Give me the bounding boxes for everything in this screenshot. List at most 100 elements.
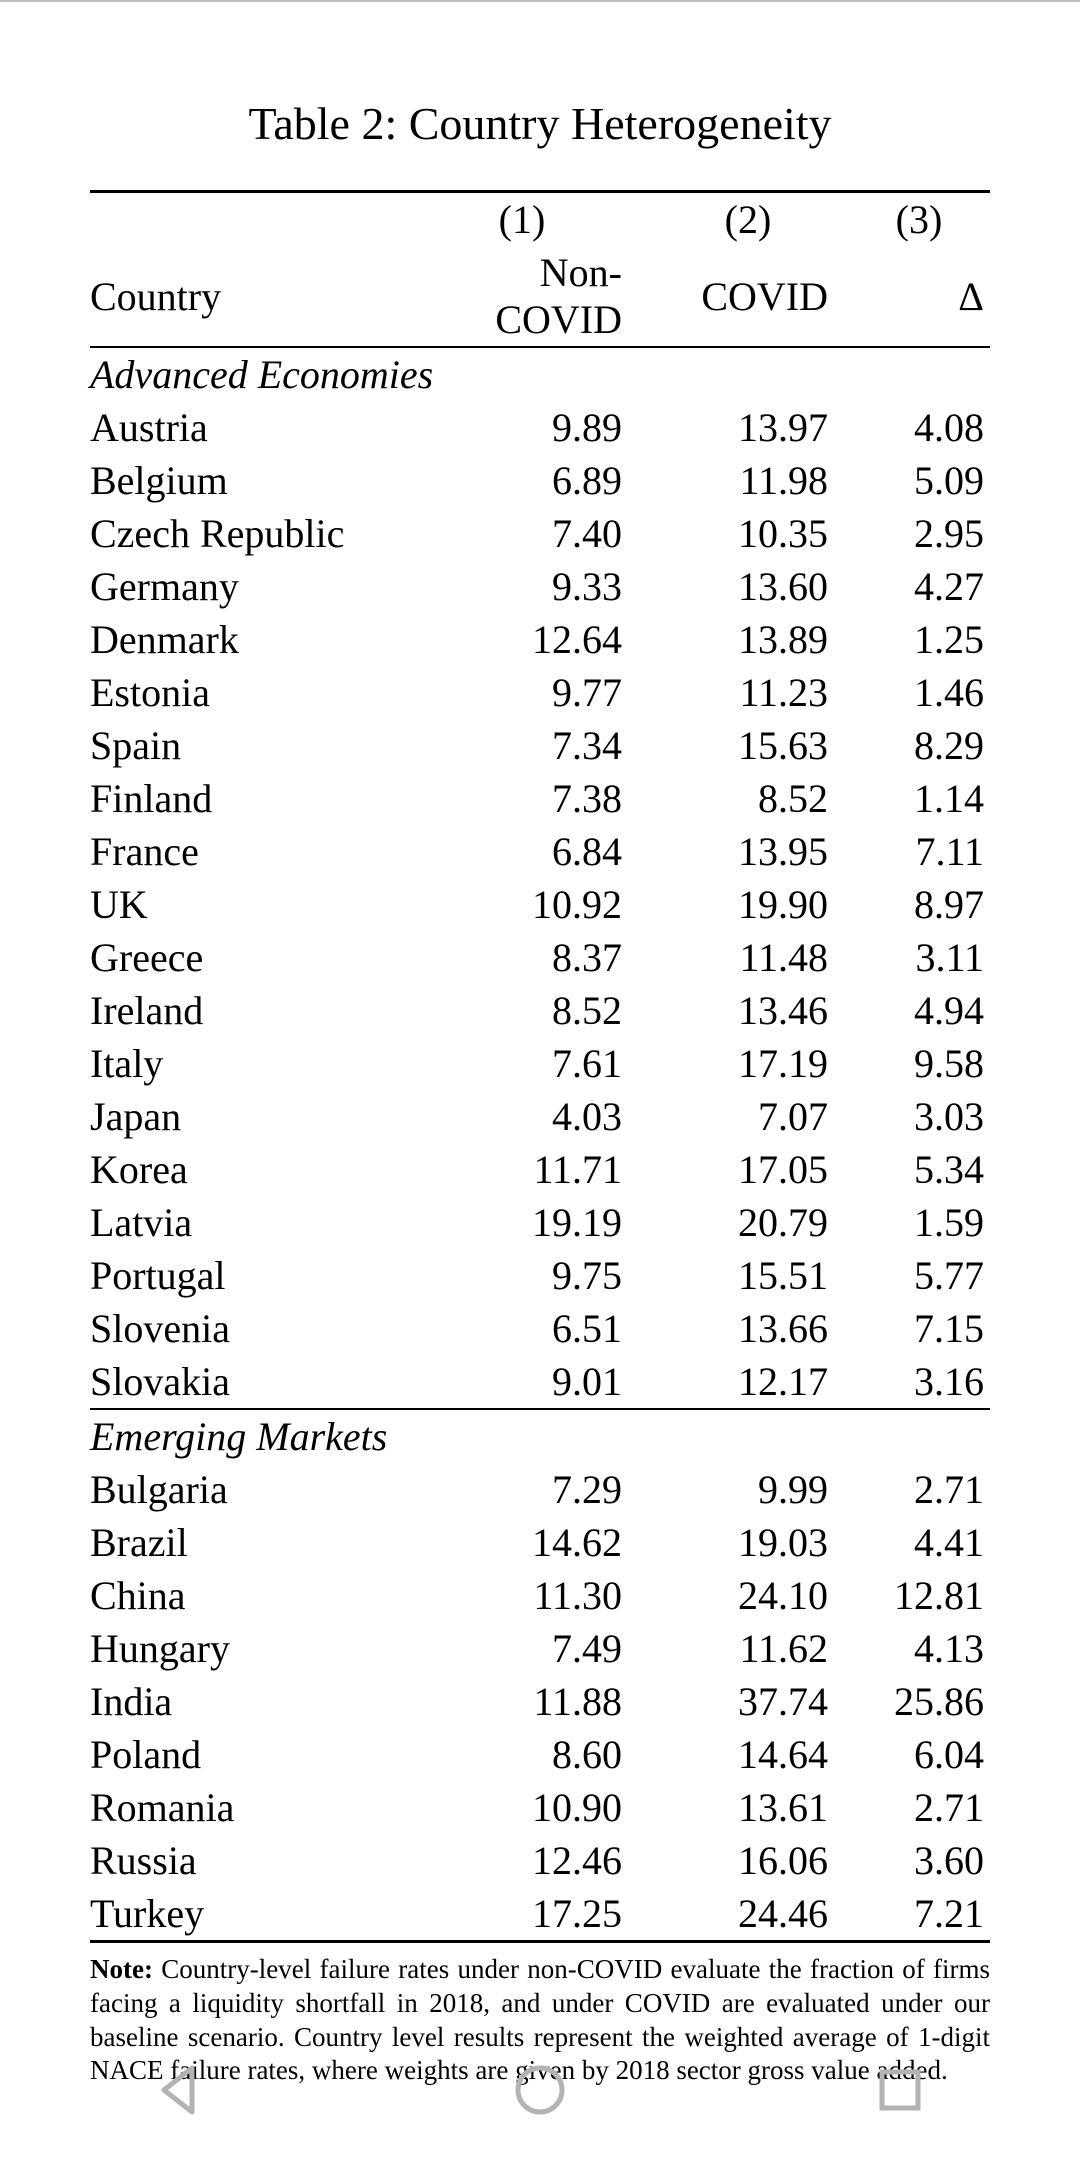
- cell-country: China: [90, 1569, 416, 1622]
- col-num-3: (3): [834, 192, 990, 247]
- cell-noncovid: 19.19: [416, 1196, 628, 1249]
- cell-covid: 8.52: [628, 772, 834, 825]
- cell-noncovid: 9.77: [416, 666, 628, 719]
- home-icon[interactable]: [510, 2060, 570, 2120]
- cell-noncovid: 8.60: [416, 1728, 628, 1781]
- cell-delta: 4.13: [834, 1622, 990, 1675]
- section-label-advanced: Advanced Economies: [90, 347, 990, 401]
- cell-noncovid: 11.71: [416, 1143, 628, 1196]
- cell-covid: 17.05: [628, 1143, 834, 1196]
- cell-country: Spain: [90, 719, 416, 772]
- cell-covid: 10.35: [628, 507, 834, 560]
- cell-country: Brazil: [90, 1516, 416, 1569]
- cell-covid: 24.10: [628, 1569, 834, 1622]
- cell-noncovid: 8.52: [416, 984, 628, 1037]
- table-row: Austria9.8913.974.08: [90, 401, 990, 454]
- cell-delta: 7.15: [834, 1302, 990, 1355]
- cell-noncovid: 7.61: [416, 1037, 628, 1090]
- cell-covid: 19.03: [628, 1516, 834, 1569]
- cell-covid: 14.64: [628, 1728, 834, 1781]
- cell-noncovid: 10.90: [416, 1781, 628, 1834]
- table-row: UK10.9219.908.97: [90, 878, 990, 931]
- cell-country: Korea: [90, 1143, 416, 1196]
- header-covid: COVID: [628, 246, 834, 347]
- cell-covid: 20.79: [628, 1196, 834, 1249]
- cell-noncovid: 10.92: [416, 878, 628, 931]
- table-row: Estonia9.7711.231.46: [90, 666, 990, 719]
- cell-noncovid: 14.62: [416, 1516, 628, 1569]
- cell-delta: 9.58: [834, 1037, 990, 1090]
- cell-noncovid: 8.37: [416, 931, 628, 984]
- cell-covid: 13.95: [628, 825, 834, 878]
- note-label: Note:: [90, 1954, 153, 1984]
- cell-country: Italy: [90, 1037, 416, 1090]
- cell-covid: 11.48: [628, 931, 834, 984]
- table-row: China11.3024.1012.81: [90, 1569, 990, 1622]
- cell-noncovid: 6.84: [416, 825, 628, 878]
- cell-covid: 17.19: [628, 1037, 834, 1090]
- cell-country: Bulgaria: [90, 1463, 416, 1516]
- cell-covid: 19.90: [628, 878, 834, 931]
- cell-country: Estonia: [90, 666, 416, 719]
- col-num-1: (1): [416, 192, 628, 247]
- section-label-emerging: Emerging Markets: [90, 1409, 990, 1463]
- cell-country: Germany: [90, 560, 416, 613]
- cell-delta: 4.41: [834, 1516, 990, 1569]
- cell-covid: 13.60: [628, 560, 834, 613]
- cell-noncovid: 6.89: [416, 454, 628, 507]
- cell-covid: 13.89: [628, 613, 834, 666]
- cell-delta: 12.81: [834, 1569, 990, 1622]
- table-row: Ireland8.5213.464.94: [90, 984, 990, 1037]
- table-row: Poland8.6014.646.04: [90, 1728, 990, 1781]
- cell-delta: 5.09: [834, 454, 990, 507]
- table-row: Bulgaria7.299.992.71: [90, 1463, 990, 1516]
- cell-delta: 4.08: [834, 401, 990, 454]
- cell-noncovid: 7.34: [416, 719, 628, 772]
- cell-noncovid: 9.89: [416, 401, 628, 454]
- cell-delta: 2.71: [834, 1781, 990, 1834]
- cell-country: Austria: [90, 401, 416, 454]
- cell-covid: 7.07: [628, 1090, 834, 1143]
- recents-icon[interactable]: [870, 2060, 930, 2120]
- cell-country: Japan: [90, 1090, 416, 1143]
- cell-country: Slovenia: [90, 1302, 416, 1355]
- cell-country: Finland: [90, 772, 416, 825]
- back-icon[interactable]: [150, 2060, 210, 2120]
- table-row: Hungary7.4911.624.13: [90, 1622, 990, 1675]
- cell-delta: 3.16: [834, 1355, 990, 1409]
- table-row: Italy7.6117.199.58: [90, 1037, 990, 1090]
- cell-delta: 8.97: [834, 878, 990, 931]
- header-delta: Δ: [834, 246, 990, 347]
- table-row: Korea11.7117.055.34: [90, 1143, 990, 1196]
- cell-noncovid: 4.03: [416, 1090, 628, 1143]
- cell-noncovid: 11.30: [416, 1569, 628, 1622]
- section-advanced: Advanced Economies: [90, 347, 990, 401]
- cell-delta: 2.95: [834, 507, 990, 560]
- cell-delta: 5.77: [834, 1249, 990, 1302]
- cell-noncovid: 12.64: [416, 613, 628, 666]
- cell-covid: 13.46: [628, 984, 834, 1037]
- cell-country: Greece: [90, 931, 416, 984]
- cell-country: Romania: [90, 1781, 416, 1834]
- cell-delta: 3.11: [834, 931, 990, 984]
- table-row: Latvia19.1920.791.59: [90, 1196, 990, 1249]
- cell-covid: 37.74: [628, 1675, 834, 1728]
- cell-delta: 4.27: [834, 560, 990, 613]
- cell-country: Czech Republic: [90, 507, 416, 560]
- cell-noncovid: 7.29: [416, 1463, 628, 1516]
- cell-country: UK: [90, 878, 416, 931]
- cell-country: Hungary: [90, 1622, 416, 1675]
- cell-country: Poland: [90, 1728, 416, 1781]
- cell-covid: 11.23: [628, 666, 834, 719]
- cell-covid: 11.98: [628, 454, 834, 507]
- cell-noncovid: 6.51: [416, 1302, 628, 1355]
- cell-noncovid: 12.46: [416, 1834, 628, 1887]
- table-row: Greece8.3711.483.11: [90, 931, 990, 984]
- table-row: Turkey17.2524.467.21: [90, 1887, 990, 1940]
- table-row: Brazil14.6219.034.41: [90, 1516, 990, 1569]
- table-row: Romania10.9013.612.71: [90, 1781, 990, 1834]
- cell-noncovid: 9.75: [416, 1249, 628, 1302]
- table-row: India11.8837.7425.86: [90, 1675, 990, 1728]
- cell-delta: 1.59: [834, 1196, 990, 1249]
- cell-delta: 3.03: [834, 1090, 990, 1143]
